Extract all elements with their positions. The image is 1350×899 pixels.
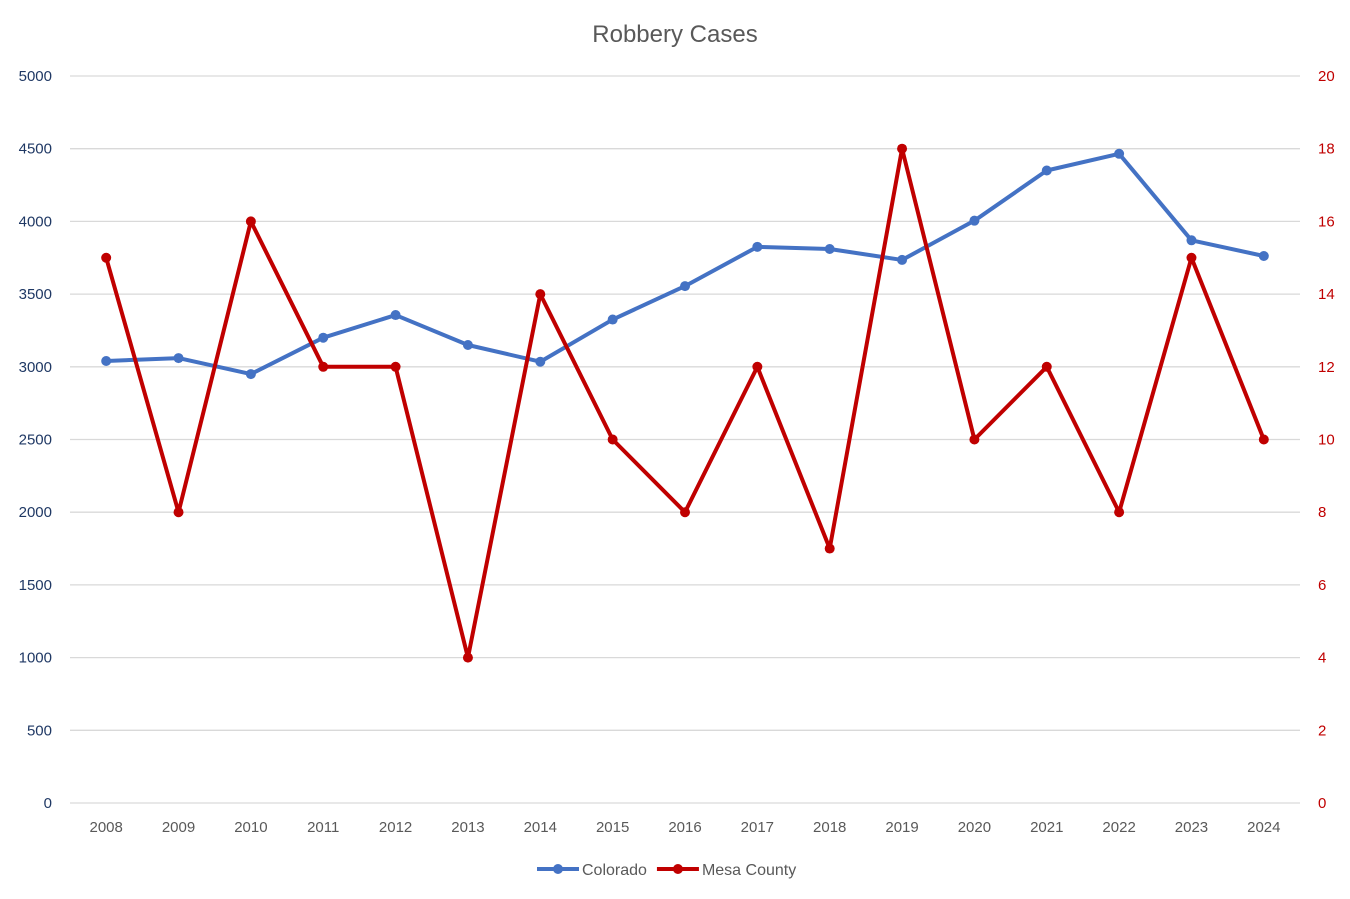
legend-label: Colorado — [582, 862, 647, 879]
legend-marker — [672, 864, 683, 874]
y-right-tick-label: 14 — [1318, 286, 1335, 303]
x-tick-label: 2017 — [741, 819, 774, 836]
x-tick-label: 2020 — [958, 819, 991, 836]
y-right-tick-label: 4 — [1318, 650, 1326, 667]
x-tick-label: 2012 — [379, 819, 412, 836]
data-point — [173, 353, 184, 364]
data-point — [1114, 507, 1125, 518]
data-point — [318, 332, 329, 343]
data-point — [824, 244, 835, 255]
data-point — [245, 369, 256, 380]
y-right-tick-label: 8 — [1318, 504, 1326, 521]
y-left-tick-label: 3500 — [19, 286, 52, 303]
x-tick-label: 2015 — [596, 819, 629, 836]
y-right-tick-label: 18 — [1318, 141, 1335, 158]
series-line-colorado — [106, 151, 1265, 377]
data-point — [245, 216, 256, 227]
y-right-tick-label: 16 — [1318, 213, 1335, 230]
data-point — [1186, 252, 1197, 263]
y-right-tick-label: 6 — [1318, 577, 1326, 594]
data-point — [607, 434, 618, 445]
y-left-tick-label: 5000 — [19, 68, 52, 85]
data-point — [607, 314, 618, 325]
y-left-tick-label: 1500 — [19, 577, 52, 594]
data-point — [318, 361, 329, 372]
chart-title: Robbery Cases — [592, 21, 757, 48]
data-point — [1114, 148, 1125, 159]
data-point — [680, 507, 690, 518]
data-point — [1041, 361, 1052, 372]
data-point — [535, 289, 546, 300]
y-left-tick-label: 2000 — [19, 504, 52, 521]
data-point — [462, 339, 473, 350]
x-tick-label: 2024 — [1247, 819, 1280, 836]
data-point — [897, 143, 908, 154]
y-left-tick-label: 3000 — [19, 359, 52, 376]
y-right-tick-label: 0 — [1318, 795, 1326, 812]
x-tick-label: 2023 — [1175, 819, 1208, 836]
data-point — [752, 241, 763, 252]
x-tick-label: 2011 — [307, 819, 339, 836]
data-point — [969, 215, 980, 226]
legend-marker — [553, 864, 563, 874]
x-tick-label: 2021 — [1030, 819, 1063, 836]
data-point — [101, 355, 112, 366]
y-left-tick-label: 1000 — [19, 650, 52, 667]
y-right-tick-label: 12 — [1318, 359, 1335, 376]
x-tick-label: 2016 — [668, 819, 701, 836]
data-point — [390, 310, 401, 321]
data-point — [1186, 235, 1197, 246]
x-tick-label: 2010 — [234, 819, 267, 836]
data-point — [535, 356, 546, 367]
data-point — [462, 652, 473, 663]
data-point — [969, 434, 980, 445]
data-point — [680, 281, 690, 292]
data-point — [1041, 165, 1052, 176]
legend-label: Mesa County — [702, 862, 796, 879]
data-point — [897, 254, 908, 265]
data-point — [390, 361, 401, 372]
x-tick-label: 2019 — [885, 819, 918, 836]
x-tick-label: 2009 — [162, 819, 195, 836]
y-left-tick-label: 0 — [44, 795, 52, 812]
series-line-mesa-county — [104, 146, 1266, 660]
data-point — [1258, 434, 1269, 445]
data-point — [1258, 251, 1269, 262]
y-left-tick-label: 4000 — [19, 213, 52, 230]
x-tick-label: 2013 — [451, 819, 484, 836]
data-point — [824, 543, 835, 554]
x-tick-label: 2018 — [813, 819, 846, 836]
x-tick-label: 2014 — [524, 819, 557, 836]
y-right-tick-label: 10 — [1318, 432, 1335, 449]
data-point — [752, 361, 763, 372]
x-tick-label: 2022 — [1102, 819, 1135, 836]
y-left-tick-label: 2500 — [19, 432, 52, 449]
data-point — [173, 507, 184, 518]
x-tick-label: 2008 — [89, 819, 122, 836]
y-right-tick-label: 20 — [1318, 68, 1335, 85]
y-right-tick-label: 2 — [1318, 722, 1326, 739]
y-left-tick-label: 500 — [27, 722, 52, 739]
data-point — [101, 252, 112, 263]
y-left-tick-label: 4500 — [19, 141, 52, 158]
